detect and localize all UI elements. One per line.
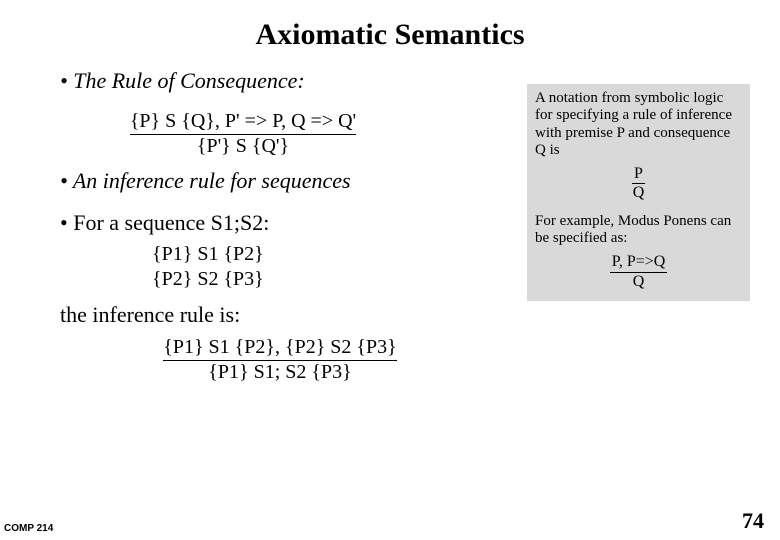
sidebar-modus-ponens: P, P=>Q Q: [535, 253, 742, 291]
consequence-rule: {P} S {Q}, P' => P, Q => Q' {P'} S {Q'}: [88, 110, 398, 158]
seq-rule-conclusion: {P1} S1; S2 {P3}: [110, 361, 450, 384]
sidebar-box: A notation from symbolic logic for speci…: [527, 84, 750, 301]
sequence-triples: {P1} S1 {P2} {P2} S2 {P3}: [152, 242, 507, 292]
bullet-inference-sequences: • An inference rule for sequences: [60, 168, 507, 194]
consequence-premise: {P} S {Q}, P' => P, Q => Q': [130, 110, 356, 135]
bullet-sequence-example: • For a sequence S1;S2:: [60, 210, 507, 236]
sidebar-inf1-bot: Q: [633, 184, 645, 201]
bullet-2-text: An inference rule for sequences: [73, 168, 351, 193]
slide-title: Axiomatic Semantics: [0, 0, 780, 62]
sidebar-inf1-top: P: [632, 165, 645, 184]
sidebar-inf2-bot: Q: [633, 273, 645, 290]
inference-label: the inference rule is:: [60, 302, 507, 328]
course-code: COMP 214: [4, 523, 53, 534]
bullet-3-text: For a sequence S1;S2:: [73, 210, 269, 235]
seq-line-2: {P2} S2 {P3}: [152, 267, 507, 292]
sidebar-example-text: For example, Modus Ponens can be specifi…: [535, 213, 742, 248]
seq-line-1: {P1} S1 {P2}: [152, 242, 507, 267]
main-column: • The Rule of Consequence: {P} S {Q}, P'…: [60, 62, 527, 384]
content-area: • The Rule of Consequence: {P} S {Q}, P'…: [0, 62, 780, 384]
page-number: 74: [742, 508, 764, 534]
sidebar-inference-pq: P Q: [535, 165, 742, 203]
sidebar-column: A notation from symbolic logic for speci…: [527, 84, 750, 384]
sidebar-intro: A notation from symbolic logic for speci…: [535, 90, 742, 159]
bullet-1-text: The Rule of Consequence:: [73, 68, 305, 93]
seq-rule-premise: {P1} S1 {P2}, {P2} S2 {P3}: [163, 336, 397, 361]
sidebar-inf2-top: P, P=>Q: [610, 253, 668, 272]
sequence-inference-rule: {P1} S1 {P2}, {P2} S2 {P3} {P1} S1; S2 {…: [110, 336, 450, 384]
bullet-rule-of-consequence: • The Rule of Consequence:: [60, 68, 507, 94]
consequence-conclusion: {P'} S {Q'}: [88, 135, 398, 158]
